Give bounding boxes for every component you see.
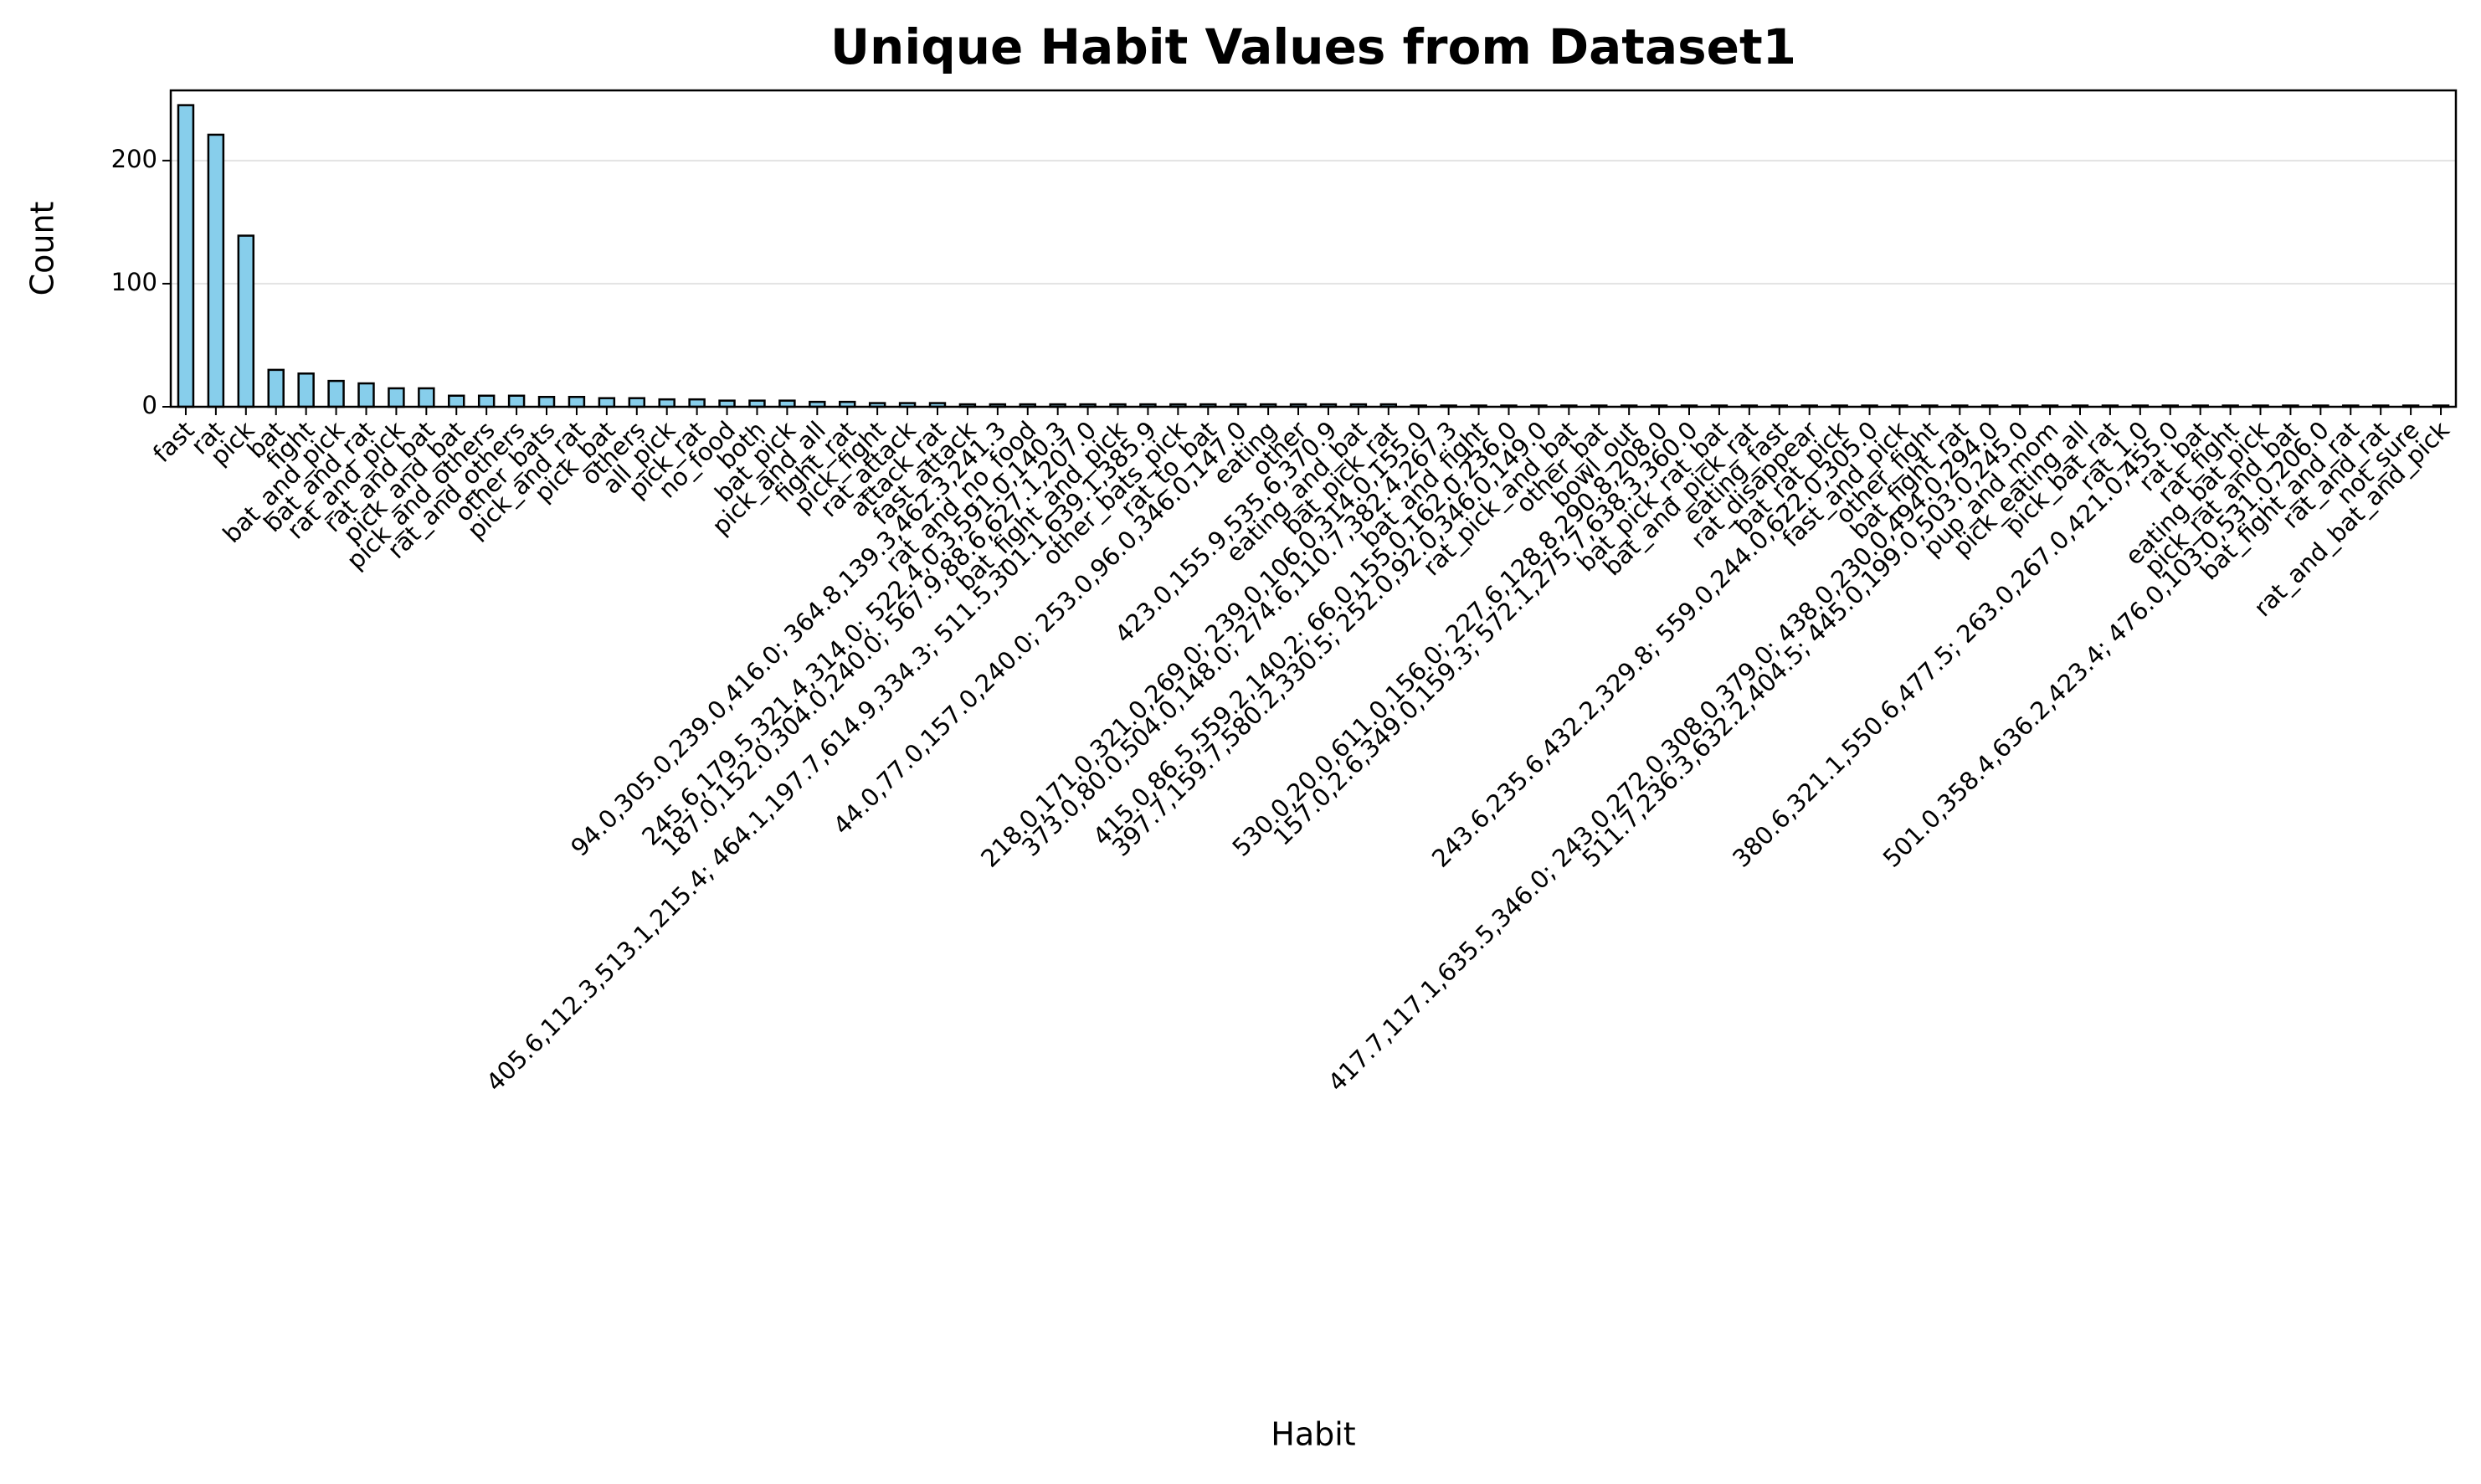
bar	[477, 394, 496, 408]
bar	[598, 397, 616, 408]
bar	[568, 395, 586, 408]
x-tick-label: 405.6,112.3,513.1,215.4; 464.1,197.7,614…	[480, 416, 1162, 1097]
bar	[537, 395, 556, 408]
plot-frame	[169, 89, 2458, 408]
bar	[267, 368, 285, 408]
bar	[177, 104, 195, 408]
bar	[628, 397, 646, 408]
bar	[327, 379, 345, 408]
bar	[237, 234, 255, 408]
bar	[388, 387, 405, 408]
y-tick-label: 200	[111, 145, 157, 173]
y-tick-label: 0	[142, 391, 157, 419]
bar	[297, 372, 315, 408]
chart-title: Unique Habit Values from Dataset1	[830, 18, 1796, 75]
bar	[688, 398, 706, 408]
y-tick-label: 100	[111, 268, 157, 296]
bar	[448, 394, 465, 408]
y-axis-label: Count	[24, 202, 61, 296]
x-axis-label: Habit	[1271, 1416, 1355, 1453]
bar	[658, 398, 675, 408]
bar	[507, 394, 526, 408]
bar	[418, 387, 435, 408]
bar	[357, 382, 375, 408]
bar	[207, 133, 225, 408]
